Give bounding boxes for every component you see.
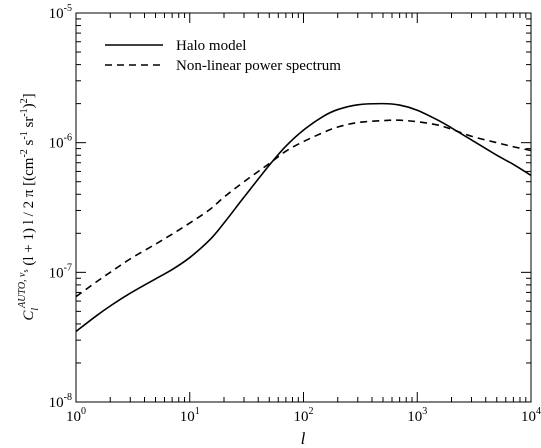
x-tick-label: 103 (407, 406, 427, 425)
x-tick-label: 102 (294, 406, 314, 425)
y-tick-label: 10-6 (49, 133, 72, 152)
legend-label: Halo model (176, 38, 246, 54)
series-line-halo-model (75, 102, 532, 333)
y-tick-label: 10-7 (49, 262, 72, 281)
series-lines (75, 102, 532, 333)
x-axis-title: l (301, 429, 306, 448)
x-tick-label: 100 (66, 406, 86, 425)
axis-ticks (75, 13, 531, 403)
y-tick-label: 10-8 (49, 392, 72, 411)
x-tick-label: 104 (521, 406, 541, 425)
svg-text:ClAUTO, νs (l + 1) l / 2 π [(: ClAUTO, νs (l + 1) l / 2 π [(cm-2 s-1 sr… (17, 93, 41, 320)
legend-label: Non-linear power spectrum (176, 58, 341, 74)
y-tick-label: 10-5 (49, 3, 72, 22)
legend: Halo model Non-linear power spectrum (105, 38, 341, 74)
x-tick-label: 101 (180, 406, 200, 425)
axis-tick-labels: 100 101 102 103 104 10-8 10-7 10-6 10-5 (49, 3, 541, 425)
y-axis-title: ClAUTO, νs (l + 1) l / 2 π [(cm-2 s-1 sr… (17, 93, 41, 320)
series-line-non-linear-power-spectrum (75, 119, 532, 298)
